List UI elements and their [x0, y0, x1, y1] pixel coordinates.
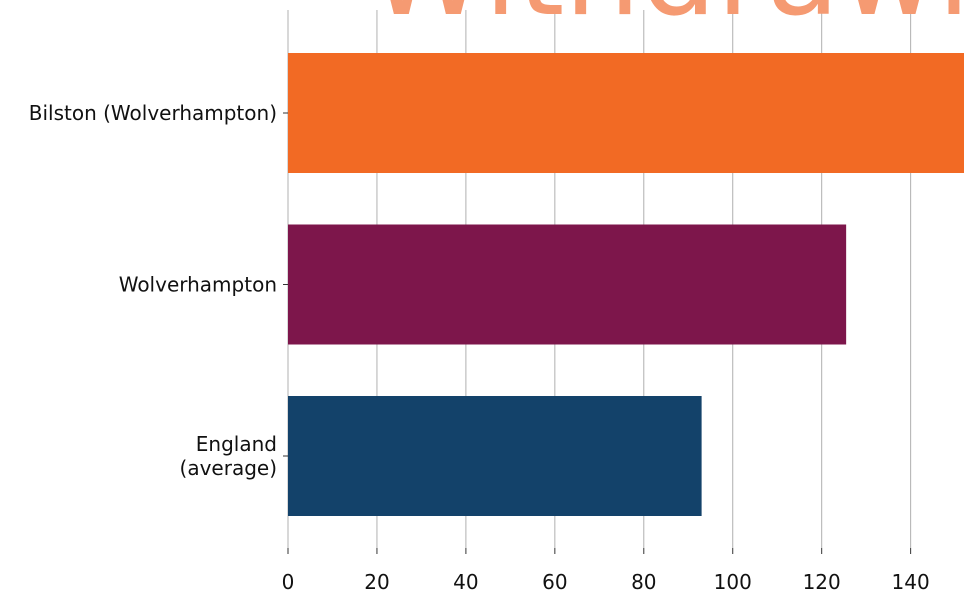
x-tick-label-6: 120	[803, 570, 841, 592]
x-tick-label-5: 100	[714, 570, 752, 592]
x-axis: 0 20 40 60 80 100 120 140	[282, 548, 930, 592]
x-tick-label-7: 140	[892, 570, 930, 592]
bar-2	[288, 396, 702, 516]
category-label-0: Bilston (Wolverhampton)	[29, 101, 277, 125]
x-tick-label-1: 20	[364, 570, 389, 592]
x-tick-label-4: 80	[631, 570, 656, 592]
x-tick-label-0: 0	[282, 570, 295, 592]
category-label-2: England (average)	[180, 432, 277, 480]
bar-1	[288, 224, 847, 345]
watermark-text: Withdrawn	[368, 0, 964, 43]
bars	[288, 53, 964, 516]
category-label-1: Wolverhampton	[119, 273, 277, 297]
x-tick-label-2: 40	[453, 570, 478, 592]
y-axis: Bilston (Wolverhampton) Wolverhampton Engl…	[29, 101, 288, 480]
x-tick-label-3: 60	[542, 570, 567, 592]
bar-0	[288, 53, 964, 173]
